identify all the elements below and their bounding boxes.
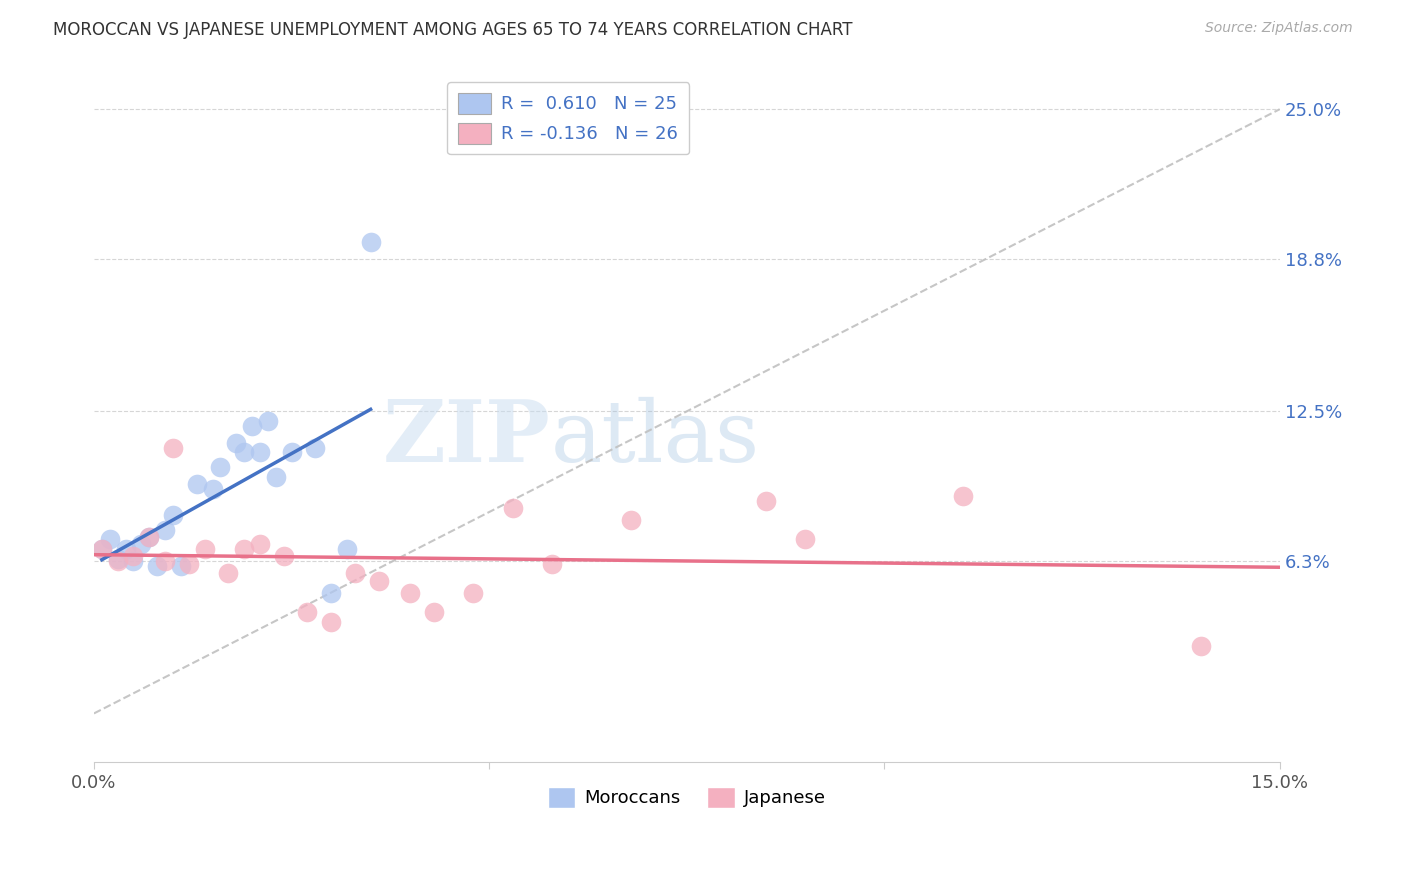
Point	[264, 469, 287, 483]
Point	[319, 585, 342, 599]
Point	[1189, 639, 1212, 653]
Point	[240, 418, 263, 433]
Point	[217, 566, 239, 581]
Point	[502, 501, 524, 516]
Point	[114, 542, 136, 557]
Point	[541, 557, 564, 571]
Point	[201, 482, 224, 496]
Point	[107, 554, 129, 568]
Point	[249, 445, 271, 459]
Point	[304, 441, 326, 455]
Point	[153, 554, 176, 568]
Point	[423, 605, 446, 619]
Legend: Moroccans, Japanese: Moroccans, Japanese	[541, 780, 832, 814]
Point	[90, 542, 112, 557]
Point	[131, 537, 153, 551]
Point	[177, 557, 200, 571]
Point	[153, 523, 176, 537]
Point	[367, 574, 389, 588]
Point	[170, 559, 193, 574]
Point	[90, 542, 112, 557]
Point	[360, 235, 382, 249]
Point	[280, 445, 302, 459]
Point	[209, 459, 232, 474]
Point	[343, 566, 366, 581]
Text: Source: ZipAtlas.com: Source: ZipAtlas.com	[1205, 21, 1353, 35]
Point	[233, 542, 256, 557]
Point	[794, 533, 817, 547]
Point	[138, 530, 160, 544]
Point	[952, 489, 974, 503]
Point	[146, 559, 169, 574]
Point	[122, 554, 145, 568]
Point	[162, 441, 184, 455]
Point	[399, 585, 422, 599]
Point	[463, 585, 485, 599]
Point	[256, 414, 278, 428]
Point	[186, 476, 208, 491]
Text: ZIP: ZIP	[382, 396, 550, 480]
Point	[249, 537, 271, 551]
Point	[194, 542, 217, 557]
Point	[620, 513, 643, 527]
Point	[138, 530, 160, 544]
Point	[98, 533, 121, 547]
Point	[162, 508, 184, 523]
Point	[319, 615, 342, 629]
Point	[122, 549, 145, 564]
Text: MOROCCAN VS JAPANESE UNEMPLOYMENT AMONG AGES 65 TO 74 YEARS CORRELATION CHART: MOROCCAN VS JAPANESE UNEMPLOYMENT AMONG …	[53, 21, 853, 38]
Point	[336, 542, 359, 557]
Point	[755, 493, 778, 508]
Point	[107, 551, 129, 566]
Point	[297, 605, 319, 619]
Point	[233, 445, 256, 459]
Point	[273, 549, 295, 564]
Point	[225, 435, 247, 450]
Text: atlas: atlas	[550, 396, 759, 480]
